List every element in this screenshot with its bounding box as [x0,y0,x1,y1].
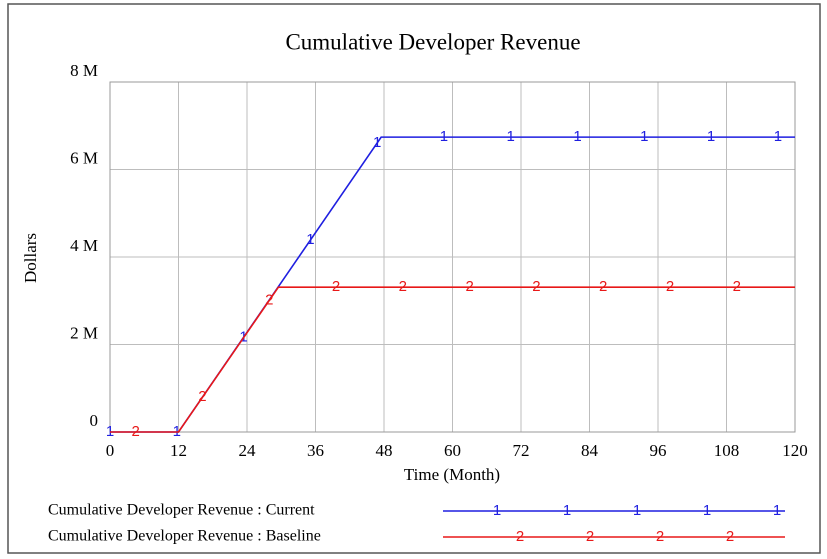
series-marker: 2 [399,278,407,295]
y-tick-label: 0 [90,411,99,430]
y-tick-label: 6 M [70,148,98,167]
y-tick-label: 8 M [70,61,98,80]
legend-label: Cumulative Developer Revenue : Baseline [48,528,321,545]
x-tick-label: 60 [444,441,461,460]
series-marker: 1 [640,128,648,145]
x-tick-label: 12 [170,441,187,460]
y-tick-label: 2 M [70,323,98,342]
x-tick-label: 108 [714,441,740,460]
legend-marker: 2 [726,528,734,545]
x-tick-label: 48 [376,441,393,460]
series-marker: 2 [198,388,206,405]
legend-marker: 2 [656,528,664,545]
series-marker: 2 [132,423,140,440]
plot-border [109,81,796,433]
series-marker: 2 [332,278,340,295]
frame [7,3,821,554]
x-tick-label: 120 [782,441,808,460]
legend-marker: 1 [493,502,501,519]
series-marker: 2 [599,278,607,295]
series-marker: 1 [707,128,715,145]
legend-marker: 1 [563,502,571,519]
series-marker: 2 [666,278,674,295]
series-marker: 1 [507,128,515,145]
y-axis-label: Dollars [21,233,40,283]
x-tick-label: 96 [650,441,667,460]
x-tick-label: 72 [513,441,530,460]
x-tick-label: 24 [239,441,257,460]
series-marker: 1 [373,134,381,151]
series-line [110,286,795,433]
legend-marker: 2 [516,528,524,545]
series-marker: 2 [532,278,540,295]
series-marker: 1 [306,231,314,248]
x-tick-label: 84 [581,441,599,460]
y-tick-label: 4 M [70,236,98,255]
legend-marker: 1 [633,502,641,519]
series-marker: 1 [573,128,581,145]
series-marker: 1 [774,128,782,145]
chart-title: Cumulative Developer Revenue [285,29,580,54]
series-marker: 2 [733,278,741,295]
series-marker: 2 [465,278,473,295]
legend-marker: 2 [586,528,594,545]
legend-marker: 1 [703,502,711,519]
x-tick-label: 36 [307,441,324,460]
x-tick-label: 0 [106,441,115,460]
x-axis-label: Time (Month) [404,465,500,484]
legend-marker: 1 [773,502,781,519]
series-marker: 2 [265,291,273,308]
legend-label: Cumulative Developer Revenue : Current [48,502,315,519]
series-marker: 1 [440,128,448,145]
